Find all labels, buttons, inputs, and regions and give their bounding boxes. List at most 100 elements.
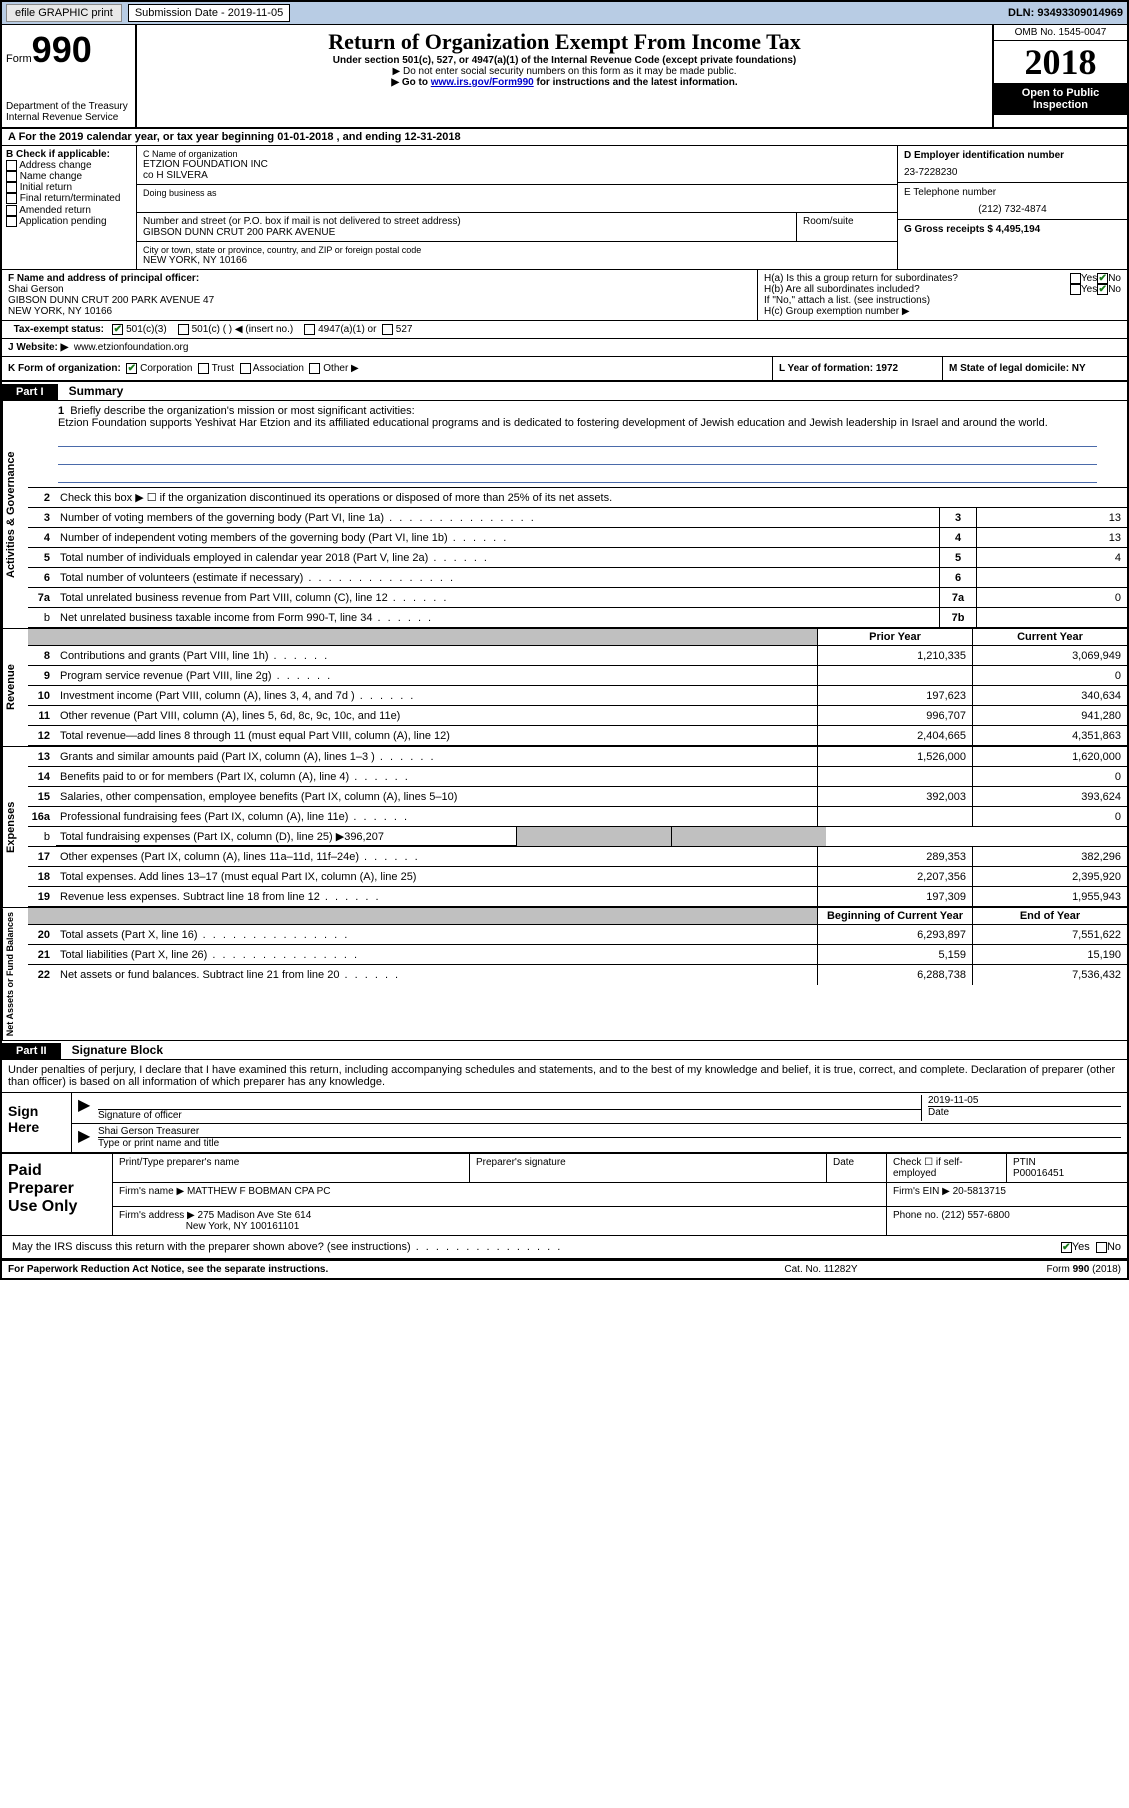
check-trust[interactable] [198, 363, 209, 374]
line-9: Program service revenue (Part VIII, line… [56, 668, 817, 684]
c13: 1,620,000 [972, 747, 1127, 766]
sig-officer-label: Signature of officer [98, 1109, 921, 1121]
lbl-initial: Initial return [20, 182, 72, 193]
hc-label: H(c) Group exemption number ▶ [764, 306, 1121, 317]
line-15: Salaries, other compensation, employee b… [56, 789, 817, 805]
line-12: Total revenue—add lines 8 through 11 (mu… [56, 728, 817, 744]
k-label: K Form of organization: [8, 363, 121, 374]
p15: 392,003 [817, 787, 972, 806]
c11: 941,280 [972, 706, 1127, 725]
discuss-yes-lbl: Yes [1072, 1241, 1090, 1253]
check-501c[interactable] [178, 324, 189, 335]
line-17: Other expenses (Part IX, column (A), lin… [56, 849, 817, 865]
p18: 2,207,356 [817, 867, 972, 886]
check-assoc[interactable] [240, 363, 251, 374]
section-deg: D Employer identification number 23-7228… [897, 146, 1127, 269]
p9 [817, 666, 972, 685]
omb-number: OMB No. 1545-0047 [994, 25, 1127, 41]
section-c: C Name of organization ETZION FOUNDATION… [137, 146, 897, 269]
side-revenue: Revenue [2, 629, 28, 746]
side-governance: Activities & Governance [2, 401, 28, 628]
prep-check-label: Check ☐ if self-employed [887, 1154, 1007, 1182]
hb-no[interactable] [1097, 284, 1108, 295]
line-5: Total number of individuals employed in … [56, 550, 939, 566]
submission-date: Submission Date - 2019-11-05 [128, 4, 290, 22]
p11: 996,707 [817, 706, 972, 725]
city-label: City or town, state or province, country… [143, 245, 891, 255]
line-19: Revenue less expenses. Subtract line 18 … [56, 889, 817, 905]
efile-print-button[interactable]: efile GRAPHIC print [6, 4, 122, 22]
line-13: Grants and similar amounts paid (Part IX… [56, 749, 817, 765]
check-4947[interactable] [304, 324, 315, 335]
check-amended[interactable] [6, 205, 17, 216]
form-subtitle-1: Under section 501(c), 527, or 4947(a)(1)… [143, 55, 986, 66]
val-4: 13 [977, 528, 1127, 547]
p20: 6,293,897 [817, 925, 972, 944]
firm-addr2: New York, NY 100161101 [186, 1221, 300, 1232]
hb-note: If "No," attach a list. (see instruction… [764, 295, 1121, 306]
check-address-change[interactable] [6, 160, 17, 171]
row-k-form-org: K Form of organization: Corporation Trus… [2, 357, 772, 380]
lbl-name-change: Name change [20, 171, 82, 182]
val-6 [977, 568, 1127, 587]
line-14: Benefits paid to or for members (Part IX… [56, 769, 817, 785]
row-a-taxyear: A For the 2019 calendar year, or tax yea… [2, 129, 1127, 146]
lbl-trust: Trust [212, 363, 234, 374]
check-other[interactable] [309, 363, 320, 374]
p16a [817, 807, 972, 826]
f-name: Shai Gerson [8, 284, 751, 295]
check-corp[interactable] [126, 363, 137, 374]
firm-ein-label: Firm's EIN ▶ [893, 1186, 950, 1197]
hdr-end: End of Year [972, 908, 1127, 924]
c17: 382,296 [972, 847, 1127, 866]
check-initial-return[interactable] [6, 182, 17, 193]
part-ii-header: Part II [2, 1043, 61, 1059]
e-phone-label: E Telephone number [904, 187, 1121, 198]
sig-arrow-icon-2: ▶ [78, 1126, 98, 1150]
line-8: Contributions and grants (Part VIII, lin… [56, 648, 817, 664]
p19: 197,309 [817, 887, 972, 906]
ha-yes[interactable] [1070, 273, 1081, 284]
dept-treasury: Department of the Treasury [6, 101, 131, 112]
c22: 7,536,432 [972, 965, 1127, 985]
lbl-address-change: Address change [19, 160, 91, 171]
website-url[interactable]: www.etzionfoundation.org [74, 342, 189, 353]
check-501c3[interactable] [112, 324, 123, 335]
sign-here-label: Sign Here [2, 1093, 72, 1152]
goto-prefix: ▶ Go to [391, 77, 430, 88]
hdr-current: Current Year [972, 629, 1127, 645]
form-label: Form [6, 53, 32, 65]
ha-no[interactable] [1097, 273, 1108, 284]
c15: 393,624 [972, 787, 1127, 806]
firm-phone: Phone no. (212) 557-6800 [887, 1207, 1127, 1235]
c20: 7,551,622 [972, 925, 1127, 944]
lbl-501c3: 501(c)(3) [126, 324, 167, 335]
line-2: Check this box ▶ ☐ if the organization d… [56, 489, 1127, 506]
discuss-yes[interactable] [1061, 1242, 1072, 1253]
sig-arrow-icon: ▶ [78, 1095, 98, 1121]
irs-label: Internal Revenue Service [6, 112, 131, 123]
lbl-corp: Corporation [140, 363, 192, 374]
val-7a: 0 [977, 588, 1127, 607]
part-i-title: Summary [61, 382, 132, 400]
p8: 1,210,335 [817, 646, 972, 665]
line-7a: Total unrelated business revenue from Pa… [56, 590, 939, 606]
check-application[interactable] [6, 216, 17, 227]
firm-addr1: 275 Madison Ave Ste 614 [198, 1210, 312, 1221]
lbl-527: 527 [396, 324, 413, 335]
b-header: B Check if applicable: [6, 149, 132, 160]
line-22: Net assets or fund balances. Subtract li… [56, 967, 817, 983]
check-527[interactable] [382, 324, 393, 335]
discuss-no[interactable] [1096, 1242, 1107, 1253]
check-name-change[interactable] [6, 171, 17, 182]
c14: 0 [972, 767, 1127, 786]
row-j-website: J Website: ▶ www.etzionfoundation.org [2, 339, 1127, 357]
p21: 5,159 [817, 945, 972, 964]
line-10: Investment income (Part VIII, column (A)… [56, 688, 817, 704]
hb-yes[interactable] [1070, 284, 1081, 295]
check-final-return[interactable] [6, 193, 17, 204]
header-right-box: OMB No. 1545-0047 2018 Open to Public In… [992, 25, 1127, 127]
street-value: GIBSON DUNN CRUT 200 PARK AVENUE [143, 227, 790, 238]
irs-link[interactable]: www.irs.gov/Form990 [431, 77, 534, 88]
e-phone-value: (212) 732-4874 [904, 204, 1121, 215]
